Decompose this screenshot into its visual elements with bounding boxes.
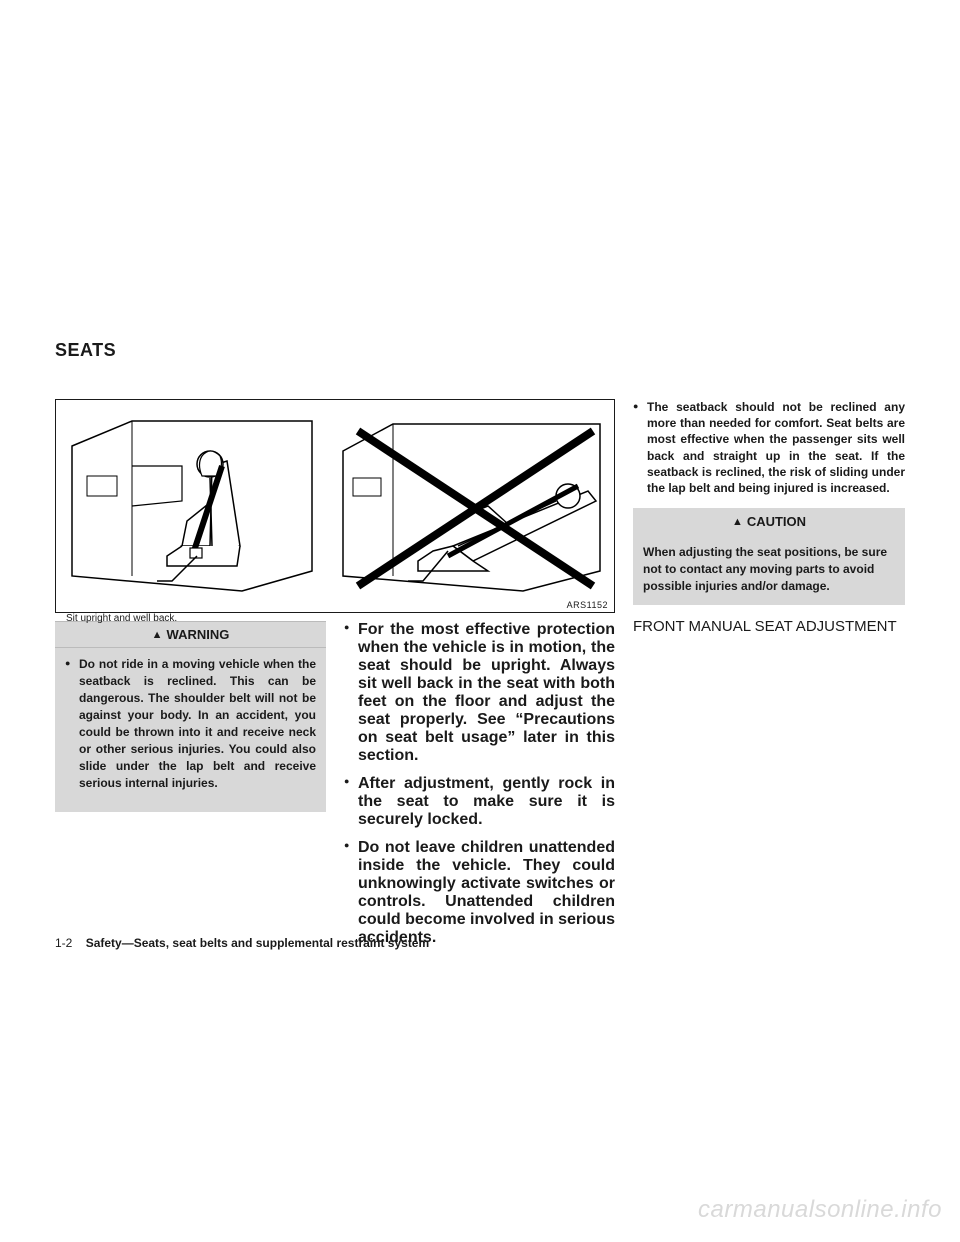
left-column-group: Sit upright and well back. bbox=[55, 399, 615, 957]
column-3: The seatback should not be reclined any … bbox=[633, 399, 905, 957]
col2-bullet: For the most effective protection when t… bbox=[344, 621, 615, 765]
warning-triangle-icon: ▲ bbox=[152, 629, 163, 641]
caution-header-text: CAUTION bbox=[747, 514, 806, 529]
caution-header: ▲ CAUTION bbox=[633, 508, 905, 536]
figure-caption-left: Sit upright and well back. bbox=[66, 613, 332, 624]
column-1: ▲ WARNING Do not ride in a moving vehicle… bbox=[55, 621, 326, 957]
page-number: 1-2 bbox=[55, 936, 72, 950]
figure-box: Sit upright and well back. bbox=[55, 399, 615, 613]
section-title: SEATS bbox=[55, 340, 905, 361]
warning-item: Do not ride in a moving vehicle when the… bbox=[65, 656, 316, 792]
column-2: For the most effective protection when t… bbox=[344, 621, 615, 957]
col3-bullet: The seatback should not be reclined any … bbox=[633, 399, 905, 496]
subheading: FRONT MANUAL SEAT ADJUSTMENT bbox=[633, 617, 905, 637]
figure-panel-right bbox=[338, 406, 608, 606]
watermark: carmanualsonline.info bbox=[698, 1196, 942, 1224]
col2-bullet: After adjustment, gently rock in the sea… bbox=[344, 775, 615, 829]
reclined-seating-illustration bbox=[338, 406, 608, 606]
chapter-title: Safety—Seats, seat belts and supplementa… bbox=[86, 936, 429, 950]
warning-header-text: WARNING bbox=[167, 627, 230, 642]
upright-seating-illustration bbox=[62, 406, 332, 606]
caution-triangle-icon: ▲ bbox=[732, 515, 743, 530]
figure-code: ARS1152 bbox=[567, 600, 608, 610]
caution-body: When adjusting the seat positions, be su… bbox=[633, 536, 905, 605]
col2-bullet: Do not leave children unattended inside … bbox=[344, 839, 615, 947]
content-columns: Sit upright and well back. bbox=[55, 399, 905, 957]
page-footer: 1-2 Safety—Seats, seat belts and supplem… bbox=[55, 936, 429, 950]
warning-body: Do not ride in a moving vehicle when the… bbox=[55, 648, 326, 812]
warning-header: ▲ WARNING bbox=[55, 621, 326, 648]
figure-panel-left: Sit upright and well back. bbox=[62, 406, 332, 606]
